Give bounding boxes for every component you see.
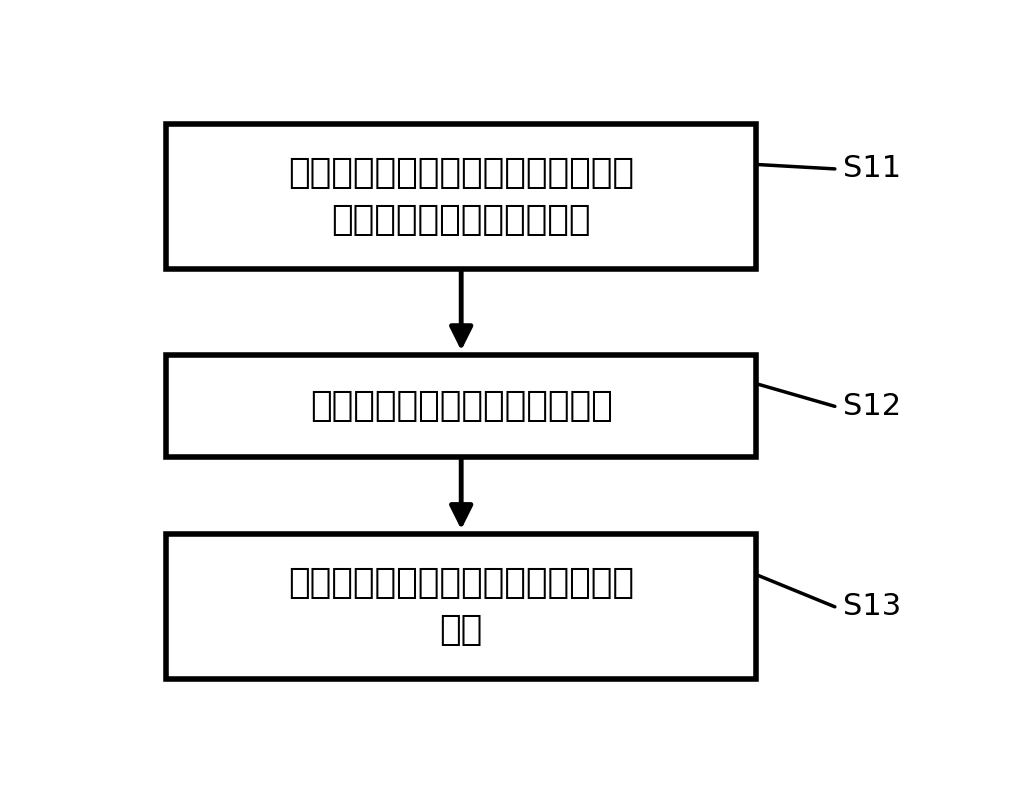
Text: S13: S13	[842, 592, 901, 622]
Text: S12: S12	[842, 392, 901, 421]
Text: 在油田注入井中加入油田示踪剂，油
田示踪剂包括荧光碳量子点: 在油田注入井中加入油田示踪剂，油 田示踪剂包括荧光碳量子点	[288, 155, 634, 237]
Text: 分析油水混合物中是否存在荧光碳量
子点: 分析油水混合物中是否存在荧光碳量 子点	[288, 566, 634, 647]
Bar	[166, 355, 756, 457]
Bar	[166, 534, 756, 679]
Text: 在油田产出井处获取油水混合物: 在油田产出井处获取油水混合物	[310, 389, 613, 423]
Text: S11: S11	[842, 155, 901, 183]
Bar	[166, 124, 756, 269]
